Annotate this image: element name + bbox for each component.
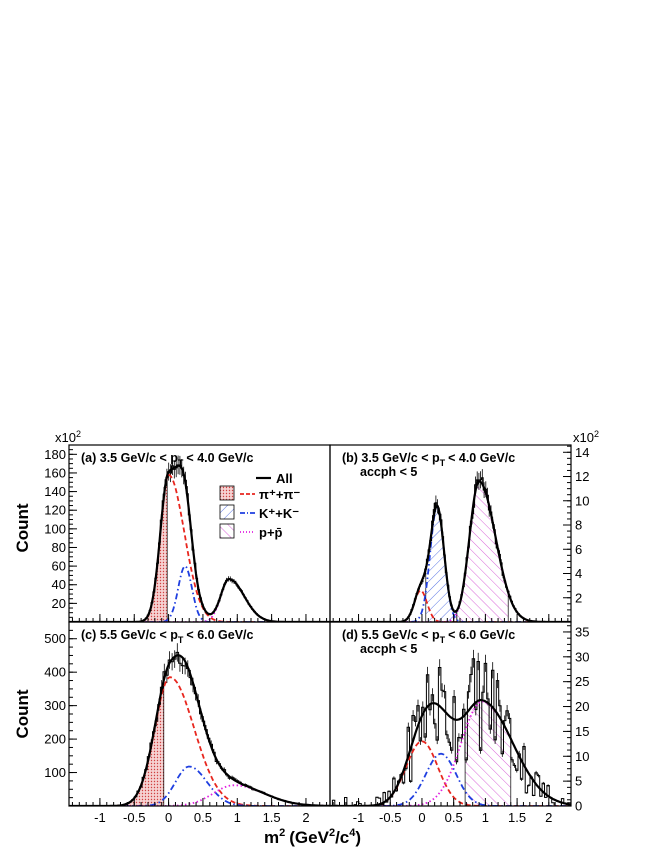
ytick-label-b: 2: [575, 590, 582, 605]
xtick-label-d: 0.5: [445, 810, 463, 825]
x-axis-title-sup: 2: [279, 827, 285, 839]
ytick-label-d: 5: [575, 774, 582, 789]
legend-proton-label: p+p̄: [259, 525, 283, 540]
legend-pion-swatch: [219, 485, 235, 501]
legend-kaon-label: K⁺+K⁻: [259, 506, 299, 521]
plot-area-c: [69, 643, 330, 806]
x-axis-title-unit-sup2: 4: [349, 827, 356, 839]
legend-all-label: All: [276, 471, 293, 486]
y-multiplier-right-base: x10: [573, 430, 594, 445]
x-axis-title-close: ): [355, 828, 361, 847]
ytick-label-a: 80: [52, 540, 66, 555]
histogram-c: [69, 651, 330, 806]
curve-kaon-d: [330, 752, 571, 806]
panel-label-a: (a) 3.5 GeV/c < pT < 4.0 GeV/c: [81, 451, 254, 468]
curve-kaon-c: [69, 765, 330, 806]
frame-d: [329, 621, 572, 807]
panel-d: 0 5 10 15 20 25 30 35 -1 -0.5 0 0.5 1 1.5 2 (d) 5.5 GeV…: [329, 621, 589, 825]
legend-kaon-swatch: [219, 504, 235, 520]
ytick-label-b: 10: [575, 493, 589, 508]
ytick-label-a: 40: [52, 577, 66, 592]
ytick-label-c: 400: [44, 665, 66, 680]
panel-label-b: (b) 3.5 GeV/c < pT < 4.0 GeV/c: [342, 451, 515, 468]
curve-proton-b: [330, 480, 571, 622]
ytick-label-d: 15: [575, 724, 589, 739]
shaded-proton-b: [456, 481, 509, 622]
xtick-label-d: -0.5: [379, 810, 401, 825]
ytick-label-d: 0: [575, 799, 582, 814]
x-axis-title: m2 (GeV2/c4): [264, 827, 361, 847]
plot-area-d: [330, 649, 571, 806]
ytick-label-d: 10: [575, 749, 589, 764]
legend-pion-label: π⁺+π⁻: [259, 487, 300, 502]
x-axis-title-unit-sup: 2: [329, 827, 335, 839]
y-axis-title-bottom: Count: [13, 689, 32, 738]
xtick-label-d: 1.5: [508, 810, 526, 825]
panel-label-c: (c) 5.5 GeV/c < pT < 6.0 GeV/c: [81, 628, 254, 645]
ytick-label-b: 14: [575, 445, 589, 460]
xtick-label-c: 0: [165, 810, 172, 825]
curve-pion-c: [69, 676, 330, 806]
panel-label-d: (d) 5.5 GeV/c < pT < 6.0 GeV/c: [342, 628, 515, 645]
ytick-label-c: 100: [44, 765, 66, 780]
legend: All π⁺+π⁻ K⁺+K⁻ p+p̄: [219, 471, 300, 540]
ytick-label-a: 180: [44, 447, 66, 462]
y-multiplier-left: x102: [55, 429, 81, 445]
plot-area-a: [69, 455, 330, 622]
ytick-label-a: 100: [44, 521, 66, 536]
ytick-label-d: 20: [575, 699, 589, 714]
plot-area-b: [330, 469, 571, 622]
xtick-label-c: -1: [94, 810, 106, 825]
ytick-label-a: 140: [44, 484, 66, 499]
ytick-label-b: 12: [575, 469, 589, 484]
xtick-label-d: 1: [482, 810, 489, 825]
histogram-d: [330, 658, 571, 806]
xtick-label-c: 1.5: [263, 810, 281, 825]
curve-all-a: [69, 464, 330, 622]
ytick-label-c: 500: [44, 631, 66, 646]
panel-c: 100 200 300 400 500 -1 -0.5 0 0.5 1 1.5 2 (c) 5.5 Ge…: [44, 621, 331, 825]
xtick-label-c: -0.5: [123, 810, 145, 825]
ytick-label-a: 60: [52, 559, 66, 574]
ytick-label-a: 20: [52, 596, 66, 611]
x-axis-title-unit-mid: /c: [335, 828, 349, 847]
ytick-label-c: 300: [44, 698, 66, 713]
y-multiplier-right: x102: [573, 429, 599, 445]
ytick-label-c: 200: [44, 732, 66, 747]
curve-proton-d: [330, 700, 571, 806]
ytick-label-b: 4: [575, 566, 582, 581]
y-multiplier-left-base: x10: [55, 430, 76, 445]
xtick-label-c: 0.5: [194, 810, 212, 825]
x-axis-title-var: m: [264, 828, 279, 847]
xtick-label-d: 0: [418, 810, 425, 825]
ytick-label-d: 35: [575, 624, 589, 639]
curve-all-c: [69, 654, 330, 806]
panel-sublabel-d: accph < 5: [360, 642, 417, 656]
x-axis-title-unit: (GeV: [289, 828, 329, 847]
legend-proton-swatch: [219, 523, 235, 539]
curve-pion-a: [69, 473, 330, 622]
xtick-label-d: -1: [353, 810, 365, 825]
ytick-label-d: 30: [575, 649, 589, 664]
y-multiplier-right-sup: 2: [594, 429, 599, 439]
xtick-label-c: 2: [302, 810, 309, 825]
curve-all-b: [330, 480, 571, 622]
xtick-label-c: 1: [234, 810, 241, 825]
panel-b: 2 4 6 8 10 12 14 (b) 3.5 GeV/c < pT < 4.0 GeV/ca…: [329, 444, 589, 623]
ytick-label-a: 160: [44, 465, 66, 480]
ytick-label-d: 25: [575, 674, 589, 689]
ytick-label-b: 6: [575, 542, 582, 557]
xtick-label-d: 2: [545, 810, 552, 825]
y-axis-title-top: Count: [13, 503, 32, 552]
y-multiplier-left-sup: 2: [76, 429, 81, 439]
ytick-label-b: 8: [575, 518, 582, 533]
panel-sublabel-b: accph < 5: [360, 465, 417, 479]
ytick-label-a: 120: [44, 503, 66, 518]
